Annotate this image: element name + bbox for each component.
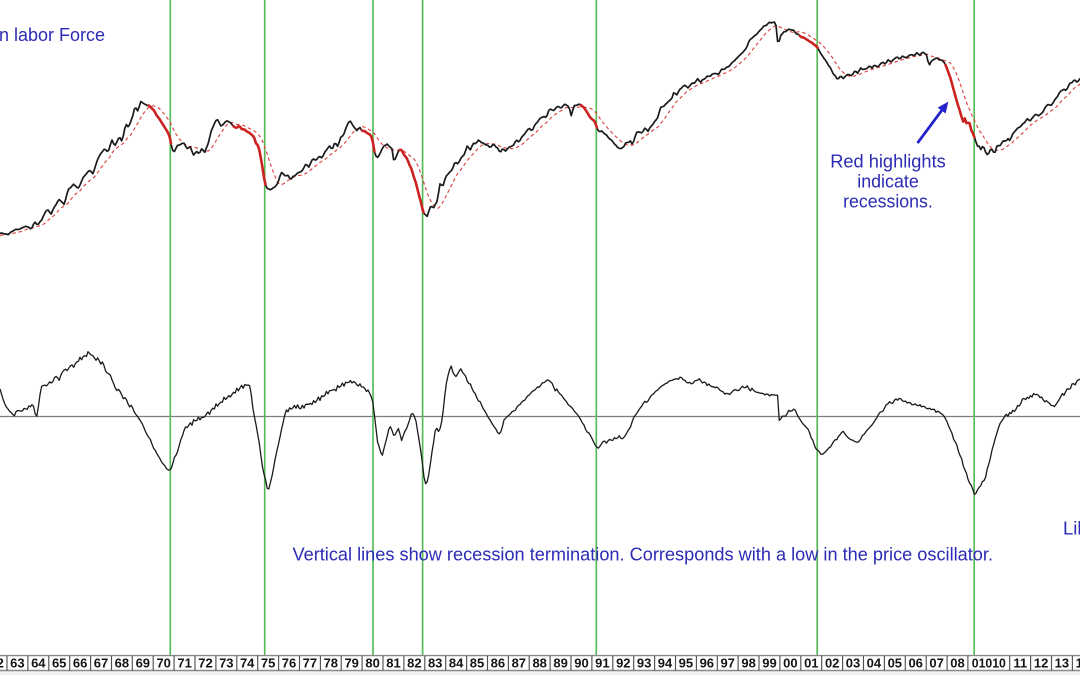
svg-text:00: 00 xyxy=(783,656,797,671)
svg-text:13: 13 xyxy=(1055,656,1069,671)
svg-text:98: 98 xyxy=(741,656,755,671)
svg-text:indicate: indicate xyxy=(857,171,919,192)
svg-text:83: 83 xyxy=(428,656,442,671)
svg-text:14: 14 xyxy=(1076,656,1080,671)
svg-text:97: 97 xyxy=(720,656,734,671)
svg-text:03: 03 xyxy=(846,656,860,671)
svg-text:73: 73 xyxy=(219,656,233,671)
svg-text:66: 66 xyxy=(73,656,87,671)
svg-text:72: 72 xyxy=(198,656,212,671)
svg-text:78: 78 xyxy=(324,656,338,671)
svg-text:04: 04 xyxy=(867,656,882,671)
svg-text:Likel: Likel xyxy=(1063,518,1080,539)
svg-text:94: 94 xyxy=(658,656,673,671)
svg-text:84: 84 xyxy=(449,656,464,671)
svg-text:99: 99 xyxy=(762,656,776,671)
svg-text:08: 08 xyxy=(950,656,964,671)
svg-text:63: 63 xyxy=(10,656,24,671)
svg-text:64: 64 xyxy=(31,656,46,671)
svg-text:62: 62 xyxy=(0,656,4,671)
svg-text:75: 75 xyxy=(261,656,275,671)
svg-text:06: 06 xyxy=(908,656,922,671)
svg-text:92: 92 xyxy=(616,656,630,671)
svg-text:69: 69 xyxy=(136,656,150,671)
svg-text:11: 11 xyxy=(1013,656,1027,671)
svg-text:90: 90 xyxy=(574,656,588,671)
svg-text:02: 02 xyxy=(825,656,839,671)
svg-text:79: 79 xyxy=(344,656,358,671)
svg-text:01: 01 xyxy=(804,656,818,671)
svg-text:91: 91 xyxy=(595,656,609,671)
svg-text:07: 07 xyxy=(929,656,943,671)
svg-text:89: 89 xyxy=(553,656,567,671)
svg-text:88: 88 xyxy=(532,656,546,671)
svg-text:n labor Force: n labor Force xyxy=(0,24,105,45)
svg-text:recessions.: recessions. xyxy=(843,190,933,211)
svg-text:96: 96 xyxy=(700,656,714,671)
svg-text:12: 12 xyxy=(1034,656,1048,671)
svg-text:85: 85 xyxy=(470,656,484,671)
svg-text:05: 05 xyxy=(888,656,902,671)
svg-text:76: 76 xyxy=(282,656,296,671)
svg-text:93: 93 xyxy=(637,656,651,671)
svg-text:70: 70 xyxy=(156,656,170,671)
svg-text:Vertical lines show recession: Vertical lines show recession terminatio… xyxy=(293,543,994,564)
svg-text:67: 67 xyxy=(94,656,108,671)
svg-text:74: 74 xyxy=(240,656,255,671)
svg-text:68: 68 xyxy=(115,656,129,671)
svg-text:95: 95 xyxy=(679,656,693,671)
svg-text:71: 71 xyxy=(177,656,191,671)
svg-text:82: 82 xyxy=(407,656,421,671)
svg-text:86: 86 xyxy=(491,656,505,671)
svg-text:77: 77 xyxy=(303,656,317,671)
svg-text:81: 81 xyxy=(386,656,400,671)
svg-text:65: 65 xyxy=(52,656,66,671)
svg-text:Red highlights: Red highlights xyxy=(830,150,946,171)
svg-text:87: 87 xyxy=(512,656,526,671)
svg-text:80: 80 xyxy=(365,656,379,671)
svg-text:01010: 01010 xyxy=(972,656,1006,671)
